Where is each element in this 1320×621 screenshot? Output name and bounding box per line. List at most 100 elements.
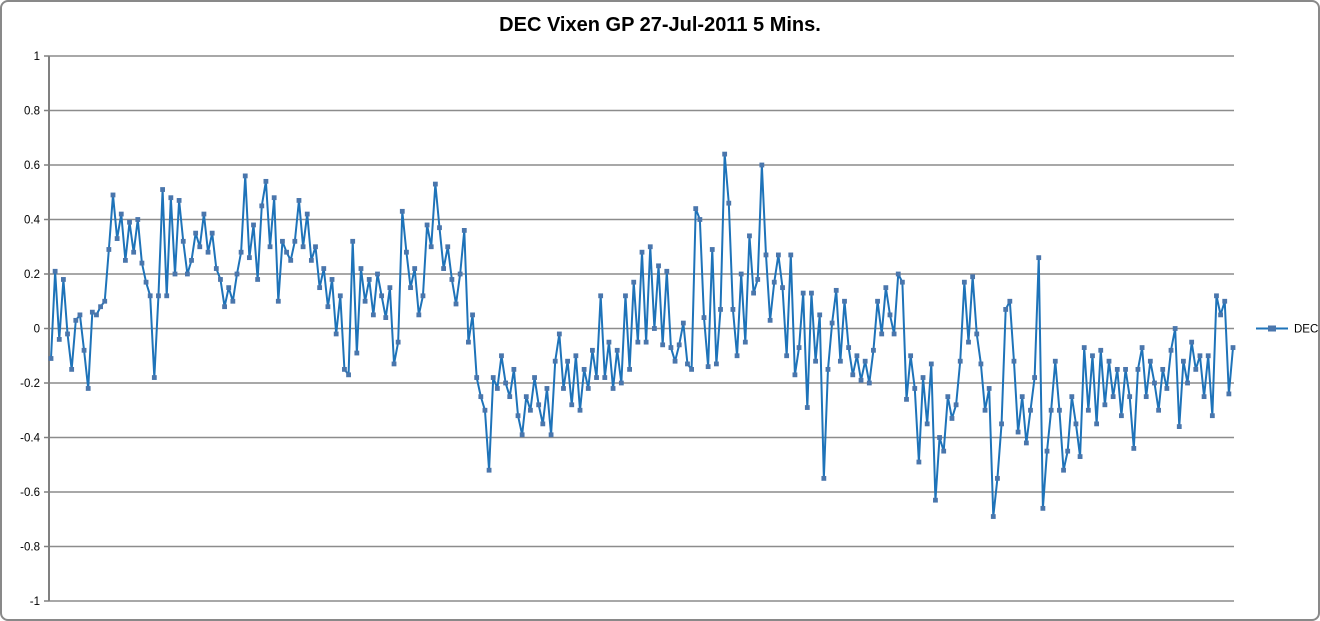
data-point-marker	[226, 285, 232, 291]
data-point-marker	[127, 219, 132, 225]
data-point-marker	[775, 252, 781, 258]
data-point-marker	[304, 211, 310, 217]
data-point-marker	[718, 307, 723, 312]
data-point-marker	[1181, 358, 1186, 364]
data-point-marker	[1205, 353, 1211, 359]
data-point-marker	[1057, 407, 1062, 413]
data-point-marker	[899, 279, 905, 285]
data-point-marker	[412, 266, 418, 271]
data-point-marker	[453, 301, 459, 307]
data-point-marker	[457, 271, 463, 277]
data-point-marker	[800, 290, 806, 296]
data-point-marker	[804, 405, 810, 410]
data-point-marker	[1007, 298, 1013, 304]
data-point-marker	[680, 320, 686, 326]
data-point-marker	[742, 339, 748, 345]
data-point-marker	[189, 257, 194, 263]
data-point-marker	[271, 195, 277, 201]
legend-label: DEC	[1294, 324, 1318, 336]
data-point-marker	[275, 298, 281, 304]
data-point-marker	[52, 268, 58, 274]
data-point-marker	[705, 364, 711, 370]
data-point-marker	[1226, 391, 1232, 397]
data-point-marker	[288, 257, 294, 263]
data-point-marker	[945, 394, 951, 400]
data-point-marker	[449, 277, 455, 282]
data-point-marker	[1147, 358, 1153, 364]
data-point-marker	[966, 339, 971, 345]
data-point-marker	[573, 353, 579, 359]
data-point-marker	[267, 244, 273, 250]
data-point-marker	[755, 277, 761, 282]
data-point-marker	[499, 353, 504, 359]
data-point-marker	[503, 380, 509, 386]
data-point-marker	[982, 407, 988, 413]
data-point-marker	[792, 372, 798, 378]
data-point-marker	[342, 366, 347, 372]
legend: DEC	[1256, 324, 1318, 336]
data-point-marker	[829, 320, 835, 326]
data-point-marker	[1201, 394, 1207, 400]
data-point-marker	[1106, 358, 1112, 364]
data-point-marker	[1011, 358, 1017, 364]
data-point-marker	[408, 285, 413, 291]
data-point-marker	[1214, 293, 1219, 299]
data-point-marker	[89, 309, 95, 315]
data-point-marker	[370, 312, 376, 318]
data-point-marker	[511, 366, 517, 372]
data-point-marker	[672, 358, 678, 364]
data-point-marker	[1222, 298, 1228, 304]
y-axis-label: 0.6	[24, 160, 40, 172]
data-point-marker	[676, 342, 682, 348]
data-point-marker	[631, 279, 637, 285]
data-point-marker	[552, 358, 558, 364]
y-axis-label: 0	[34, 324, 40, 336]
data-point-marker	[490, 375, 496, 380]
data-point-marker	[259, 203, 265, 209]
data-point-marker	[156, 293, 161, 299]
data-point-marker	[817, 312, 823, 318]
data-point-marker	[308, 257, 314, 263]
data-point-marker	[201, 211, 207, 217]
data-point-marker	[329, 277, 335, 282]
data-point-marker	[693, 206, 699, 211]
y-axis-label: -1	[30, 596, 40, 608]
data-point-marker	[1061, 467, 1066, 473]
data-point-marker	[383, 315, 389, 320]
y-axis-label: -0.4	[20, 433, 40, 445]
data-point-marker	[668, 345, 674, 350]
data-point-marker	[837, 358, 843, 364]
data-point-marker	[908, 353, 914, 359]
data-point-marker	[999, 421, 1004, 427]
data-point-marker	[1044, 448, 1050, 454]
data-point-marker	[660, 342, 666, 348]
data-point-marker	[879, 331, 885, 337]
data-point-marker	[941, 448, 947, 454]
data-point-marker	[685, 361, 690, 367]
data-point-marker	[953, 402, 959, 408]
data-point-marker	[515, 413, 521, 419]
data-point-marker	[131, 249, 137, 255]
data-point-marker	[176, 198, 182, 203]
data-point-marker	[912, 386, 918, 391]
data-point-marker	[420, 293, 426, 299]
data-point-marker	[809, 290, 814, 296]
gridlines	[49, 55, 1234, 602]
data-point-marker	[990, 514, 996, 519]
data-point-marker	[759, 162, 765, 168]
data-point-marker	[594, 375, 599, 380]
data-point-marker	[701, 315, 707, 320]
data-point-marker	[928, 361, 934, 367]
data-point-marker	[652, 326, 657, 331]
data-point-marker	[333, 331, 339, 337]
data-point-marker	[618, 380, 624, 386]
data-point-marker	[296, 198, 302, 203]
data-point-marker	[346, 372, 351, 378]
data-point-marker	[1218, 312, 1223, 318]
data-point-marker	[747, 233, 752, 239]
data-point-marker	[139, 260, 145, 266]
data-point-marker	[486, 467, 492, 473]
data-point-marker	[321, 266, 327, 271]
data-point-marker	[1094, 421, 1100, 427]
